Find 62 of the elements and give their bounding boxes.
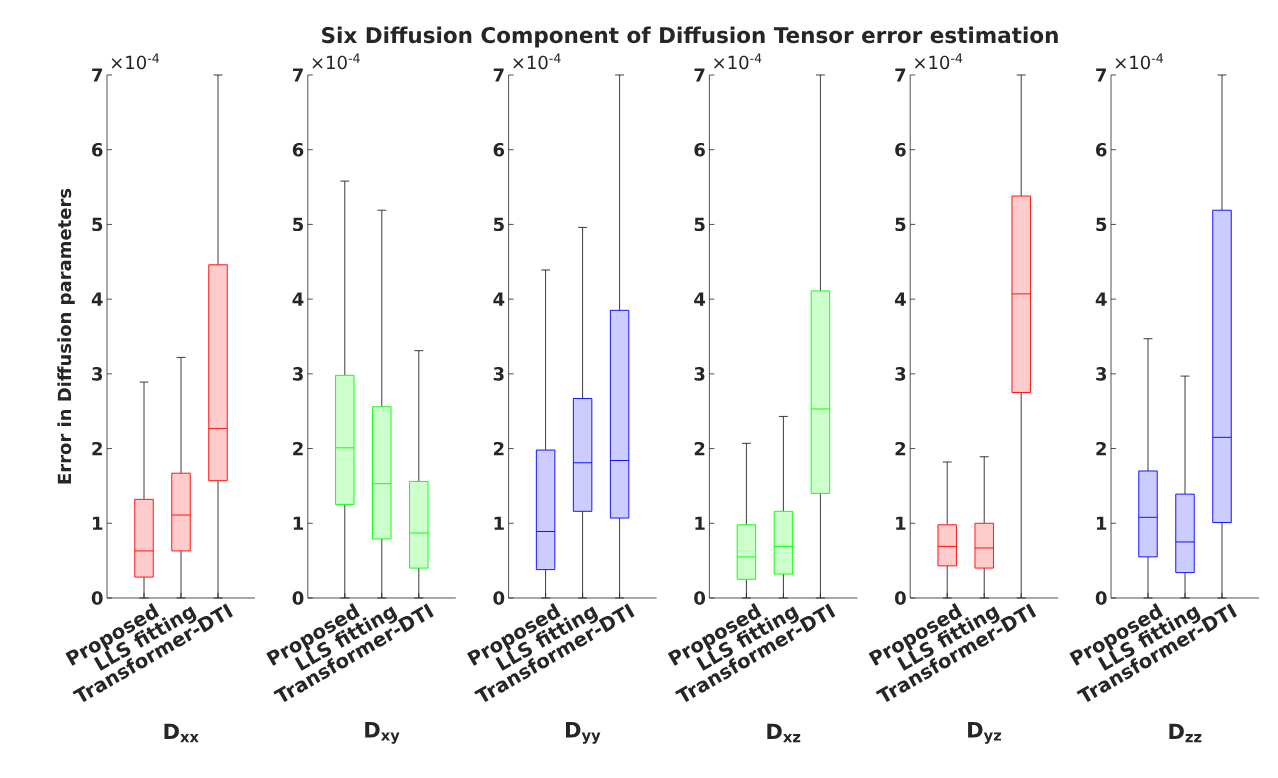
y-tick-label: 0: [493, 591, 505, 605]
chart-title: Six Diffusion Component of Diffusion Tensor error estimation: [322, 26, 1058, 48]
y-tick-label: 3: [694, 367, 705, 381]
text: ×10$^{-4}$: [714, 53, 762, 70]
y-tick-label: 0: [694, 591, 706, 605]
text: ×10$^{-4}$: [914, 53, 963, 70]
y-tick-label: 7: [292, 68, 303, 82]
y-tick-label: 5: [293, 217, 304, 232]
y-tick-label: 1: [896, 516, 906, 530]
y-tick-label: 0: [895, 591, 906, 605]
y-axis-title: Error in Diffusion parameters: [57, 188, 75, 484]
y-tick-label: 6: [92, 142, 103, 157]
y-tick-label: 0: [91, 591, 103, 605]
y-tick-label: 1: [1096, 516, 1107, 530]
y-tick-label: 2: [694, 441, 705, 456]
y-tick-label: 2: [1096, 441, 1106, 456]
y-tick-label: 4: [1095, 292, 1107, 306]
text: ×10$^{-4}$: [1115, 53, 1164, 70]
y-tick-label: 6: [292, 142, 304, 157]
x-axis-title: D$_{yy}$: [565, 722, 601, 744]
x-axis-title: D$_{xz}$: [767, 723, 801, 743]
text: ×10$^{-4}$: [111, 53, 160, 70]
y-tick-label: 3: [493, 367, 504, 381]
y-tick-label: 6: [694, 142, 705, 157]
y-tick-label: 2: [493, 441, 504, 456]
y-tick-label: 3: [92, 367, 103, 381]
y-tick-label: 6: [895, 142, 906, 157]
y-tick-label: 5: [1096, 217, 1107, 232]
x-axis-title: D$_{zz}$: [1169, 723, 1202, 743]
y-tick-label: 7: [1096, 68, 1107, 82]
y-tick-label: 4: [91, 292, 103, 306]
y-tick-label: 4: [694, 292, 706, 306]
x-axis-title: D$_{xx}$: [164, 723, 199, 743]
y-tick-label: 4: [493, 292, 505, 306]
y-tick-label: 3: [1096, 367, 1107, 381]
y-tick-label: 1: [695, 516, 705, 530]
y-tick-label: 0: [292, 591, 304, 605]
y-tick-label: 4: [292, 292, 304, 306]
y-tick-label: 6: [493, 142, 505, 157]
text: ×10$^{-4}$: [312, 53, 360, 70]
y-tick-label: 5: [493, 217, 504, 232]
y-tick-label: 3: [895, 367, 906, 381]
y-tick-label: 2: [895, 441, 906, 456]
y-tick-label: 6: [1096, 142, 1107, 157]
y-tick-label: 5: [694, 217, 705, 232]
y-tick-label: 1: [92, 516, 103, 530]
text: ×10$^{-4}$: [513, 53, 561, 70]
x-axis-title: D$_{xy}$: [365, 722, 400, 744]
y-tick-label: 1: [293, 516, 304, 530]
y-tick-label: 2: [293, 441, 303, 456]
y-tick-label: 5: [895, 217, 906, 232]
y-tick-label: 7: [493, 68, 504, 82]
y-tick-label: 7: [895, 68, 906, 82]
y-tick-label: 2: [92, 441, 102, 456]
y-tick-label: 5: [92, 217, 103, 232]
y-tick-label: 7: [694, 68, 705, 82]
y-tick-label: 4: [894, 292, 906, 306]
y-tick-label: 0: [1095, 591, 1107, 605]
y-tick-label: 7: [92, 68, 103, 82]
x-axis-title: D$_{yz}$: [968, 722, 1002, 744]
y-tick-label: 1: [494, 516, 504, 530]
y-tick-label: 3: [292, 367, 303, 381]
